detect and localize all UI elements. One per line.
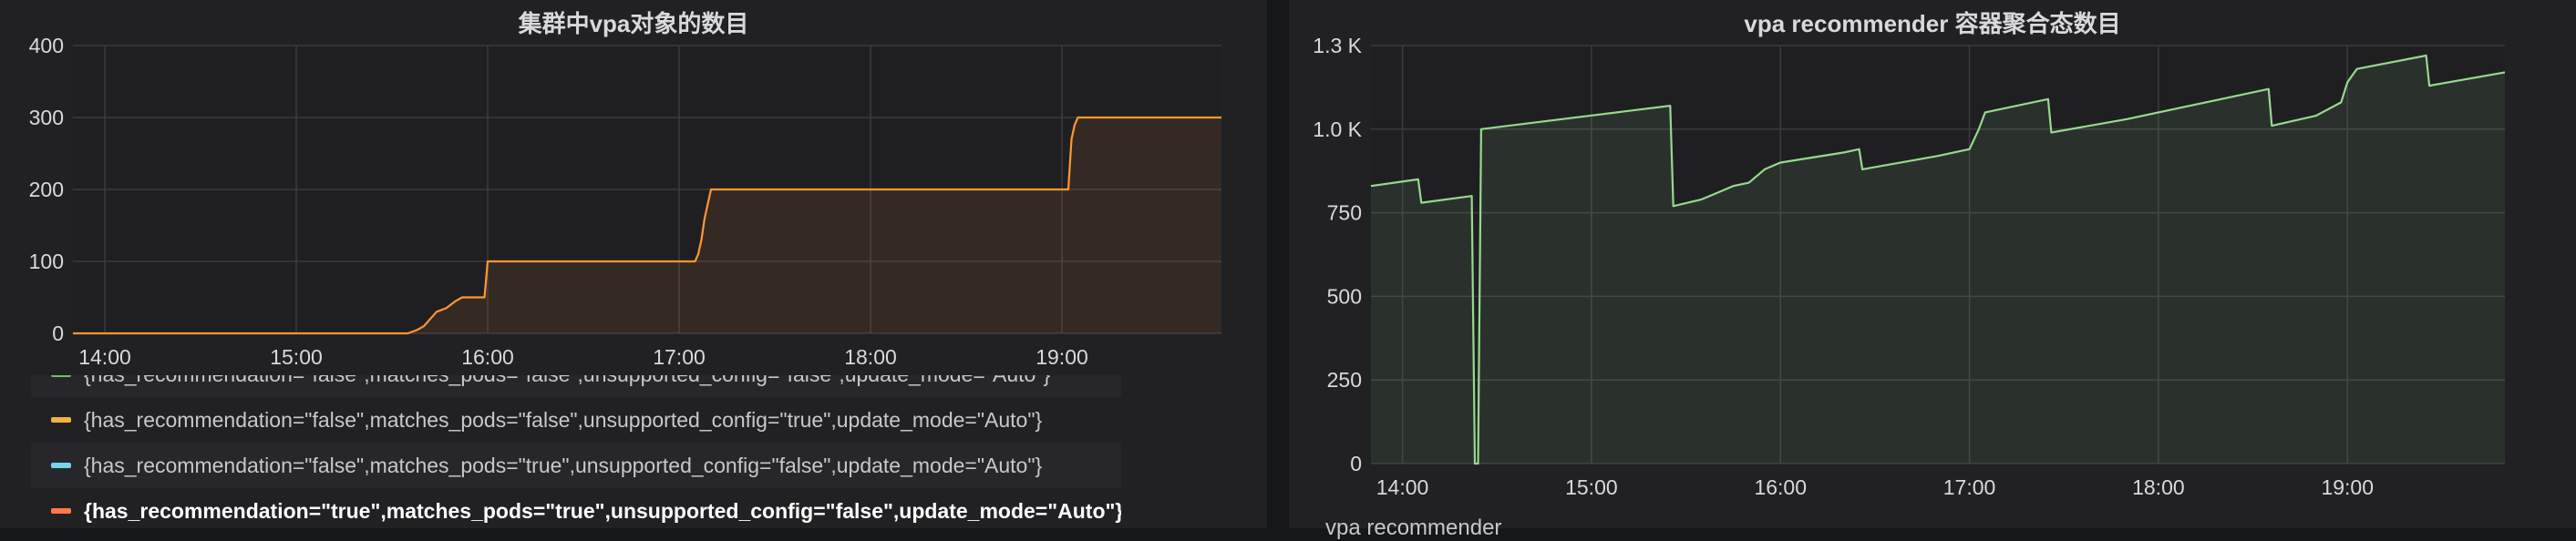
y-tick-label: 750 — [1327, 201, 1362, 225]
y-tick-label: 300 — [29, 106, 64, 129]
legend: {has_recommendation="false",matches_pods… — [0, 375, 1121, 528]
legend-item[interactable]: {has_recommendation="false",matches_pods… — [31, 375, 1121, 397]
x-tick-label: 16:00 — [1754, 475, 1807, 499]
y-tick-label: 250 — [1327, 368, 1362, 392]
y-tick-label: 500 — [1327, 284, 1362, 308]
legend-item[interactable]: {has_recommendation="false",matches_pods… — [31, 443, 1121, 488]
legend-label: {has_recommendation="false",matches_pods… — [84, 443, 1042, 488]
vpa-objects-panel: 集群中vpa对象的数目 0 100 200 300 400 14:00 15:00 16:00… — [0, 0, 1267, 528]
y-tick-label: 400 — [29, 34, 64, 57]
legend-label: {has_recommendation="true",matches_pods=… — [84, 488, 1121, 528]
x-tick-label: 14:00 — [1376, 475, 1429, 499]
y-tick-label: 0 — [1350, 452, 1362, 475]
y-tick-label: 100 — [29, 250, 64, 273]
legend-swatch — [51, 375, 71, 377]
x-tick-label: 16:00 — [461, 345, 514, 369]
truncated-text: vpa recommender — [1325, 515, 1501, 541]
x-tick-label: 18:00 — [2132, 475, 2185, 499]
x-tick-label: 17:00 — [1943, 475, 1996, 499]
recommender-aggregate-chart: 0 250 500 750 1.0 K 1.3 K 14:00 15:00 16:00 17:00… — [1289, 0, 2576, 528]
y-tick-label: 0 — [52, 322, 64, 345]
x-tick-label: 18:00 — [844, 345, 897, 369]
y-tick-label: 1.0 K — [1313, 117, 1362, 141]
x-tick-label: 15:00 — [1565, 475, 1618, 499]
legend-swatch — [51, 417, 71, 423]
x-tick-label: 14:00 — [78, 345, 131, 369]
legend-swatch — [51, 508, 71, 514]
legend-swatch — [51, 463, 71, 468]
x-tick-label: 15:00 — [270, 345, 323, 369]
x-tick-label: 17:00 — [653, 345, 706, 369]
x-tick-label: 19:00 — [2321, 475, 2374, 499]
x-tick-label: 19:00 — [1036, 345, 1088, 369]
legend-label: {has_recommendation="false",matches_pods… — [84, 375, 1050, 397]
legend-item[interactable]: {has_recommendation="false",matches_pods… — [31, 397, 1121, 443]
legend-label: {has_recommendation="false",matches_pods… — [84, 397, 1042, 443]
y-tick-label: 1.3 K — [1313, 34, 1362, 57]
y-tick-label: 200 — [29, 178, 64, 201]
legend-item[interactable]: {has_recommendation="true",matches_pods=… — [31, 488, 1121, 528]
